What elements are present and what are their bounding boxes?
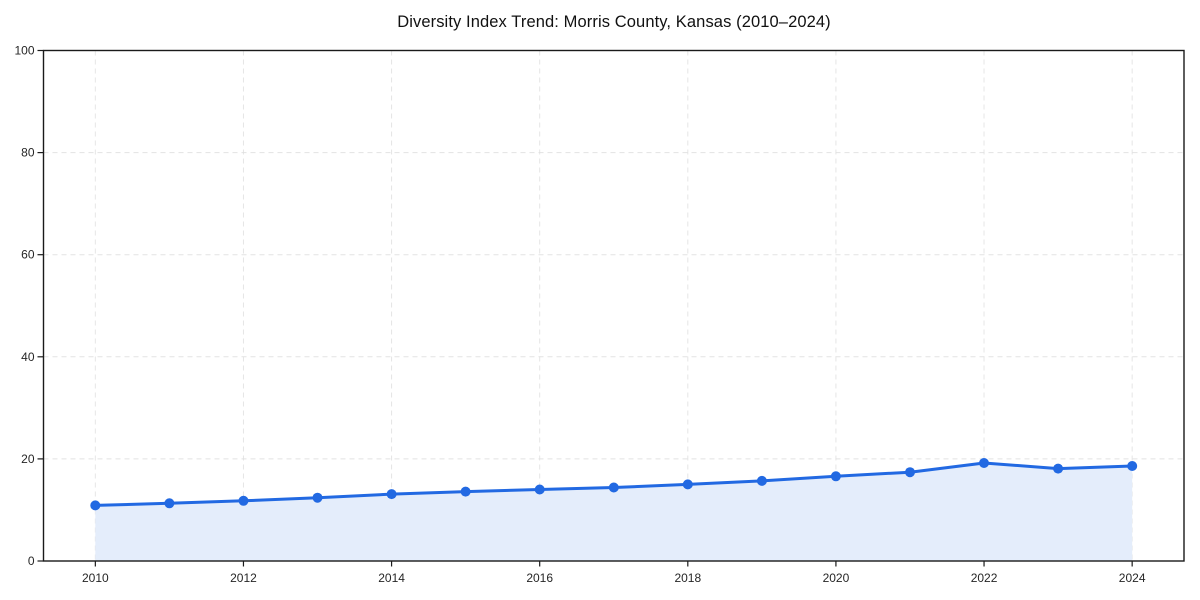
x-tick-label: 2022: [971, 571, 998, 585]
data-point-marker-2023: [1053, 463, 1064, 474]
data-point-marker-2013: [312, 492, 323, 503]
x-tick-label: 2014: [378, 571, 405, 585]
data-point-marker-2022: [979, 458, 989, 468]
x-tick-label: 2010: [82, 571, 109, 585]
data-point-marker-2018: [682, 479, 693, 490]
data-point-marker-2024: [1127, 461, 1138, 471]
data-point-marker-2020: [830, 471, 841, 482]
chart-title: Diversity Index Trend: Morris County, Ka…: [397, 13, 831, 31]
y-tick-label: 20: [21, 452, 35, 466]
y-tick-label: 0: [28, 554, 35, 568]
data-point-marker-2015: [460, 486, 471, 497]
x-tick-label: 2024: [1119, 571, 1146, 585]
data-point-marker-2019: [756, 475, 767, 486]
data-point-marker-2016: [534, 484, 545, 495]
data-point-marker-2017: [608, 482, 619, 493]
area-fill: [95, 463, 1133, 561]
data-point-marker-2021: [905, 467, 915, 478]
y-tick-label: 60: [21, 248, 35, 262]
y-tick-label: 80: [21, 146, 35, 160]
x-tick-label: 2020: [823, 571, 850, 585]
y-tick-label: 100: [14, 44, 34, 58]
data-point-marker-2010: [90, 500, 101, 511]
x-tick-label: 2016: [526, 571, 553, 585]
data-point-marker-2011: [164, 498, 175, 509]
x-tick-label: 2012: [230, 571, 257, 585]
x-tick-label: 2018: [674, 571, 701, 585]
data-point-marker-2012: [238, 495, 249, 506]
plot-border: [42, 49, 1185, 562]
data-point-marker-2014: [386, 489, 397, 500]
y-tick-label: 40: [21, 350, 35, 364]
